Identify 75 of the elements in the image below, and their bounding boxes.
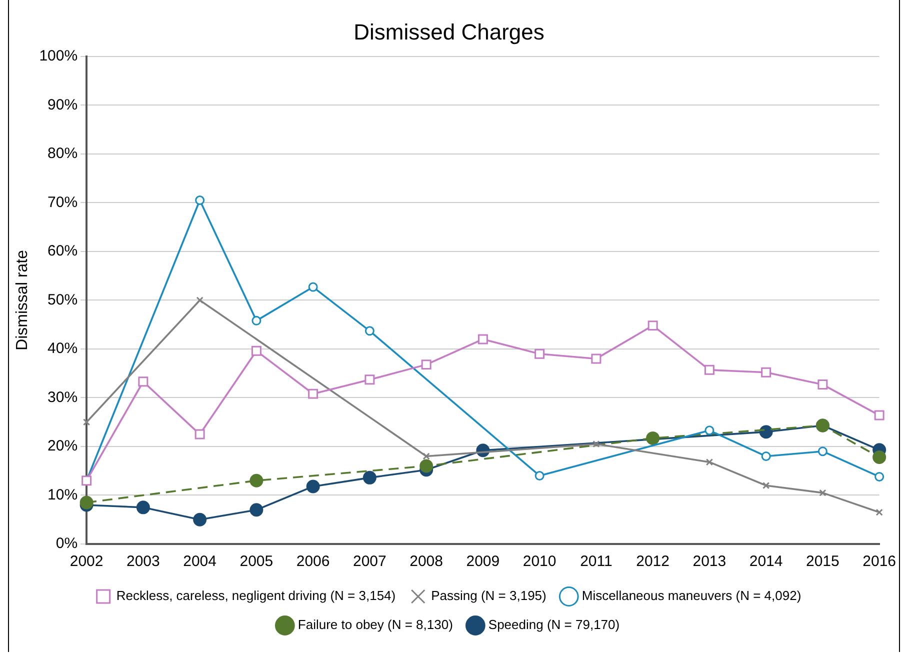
point [308,282,318,292]
point [876,508,883,516]
point [364,374,375,385]
y-tick-label: 0% [56,535,78,552]
x-tick-label: 2002 [70,553,104,570]
point [592,440,600,448]
x-tick-label: 2005 [240,553,274,570]
chart-title: Dismissed Charges [354,19,544,44]
point [646,431,660,445]
point [759,425,773,439]
x-tick-label: 2012 [636,553,670,570]
x-tick-label: 2003 [126,553,160,570]
point [422,452,430,460]
point [818,446,828,456]
x-tick-label: 2015 [806,553,840,570]
x-tick-label: 2009 [466,553,500,570]
point [872,450,886,464]
point [82,418,90,426]
y-tick-label: 50% [48,291,78,308]
point [250,474,264,488]
point [364,326,374,336]
x-tick-label: 2007 [353,553,386,570]
point [420,459,434,473]
x-tick-label: 2006 [296,553,330,570]
point [534,348,545,359]
point [762,482,770,490]
x-tick-label: 2010 [522,553,556,570]
y-tick-label: 30% [48,388,78,406]
point [138,376,148,387]
legend-label: Reckless, careless, negligent driving (N = 3,154) [116,588,396,604]
point [478,334,488,344]
x-tick-label: 2008 [410,553,443,570]
point [704,364,714,375]
y-tick-label: 100% [39,48,78,65]
point [818,380,828,390]
point [250,503,264,517]
point [80,496,94,510]
point [308,388,318,399]
point [306,480,320,494]
point [874,472,884,482]
y-tick-label: 90% [48,96,78,114]
y-tick-label: 70% [48,194,78,211]
point [591,354,602,364]
point [362,470,376,484]
point [819,489,826,496]
legend-label: Passing (N = 3,195) [431,588,546,604]
legend-label: Miscellaneous maneuvers (N = 4,092) [582,588,802,604]
x-tick-label: 2016 [862,553,896,570]
point [421,360,432,370]
y-tick-label: 20% [48,438,78,455]
x-tick-label: 2004 [183,553,216,570]
x-tick-label: 2014 [749,553,783,570]
x-tick-label: 2013 [692,553,726,570]
point [193,512,207,526]
point [136,500,150,514]
y-tick-label: 80% [48,145,78,162]
point [706,458,714,466]
point [252,316,262,326]
y-tick-label: 40% [48,340,78,358]
y-tick-label: 60% [48,242,78,260]
point [648,320,658,331]
point [874,410,884,420]
x-tick-label: 2011 [580,553,612,570]
point [761,367,772,378]
y-axis-title: Dismissal rate [14,250,32,350]
point [704,426,714,436]
point [195,195,205,205]
y-tick-label: 10% [48,486,78,504]
legend-label: Failure to obey (N = 8,130) [298,617,453,632]
point [196,296,204,304]
legend-label: Speeding (N = 79,170) [488,617,620,632]
point [194,429,205,440]
point [251,346,262,356]
point [534,470,544,480]
point [761,451,771,461]
